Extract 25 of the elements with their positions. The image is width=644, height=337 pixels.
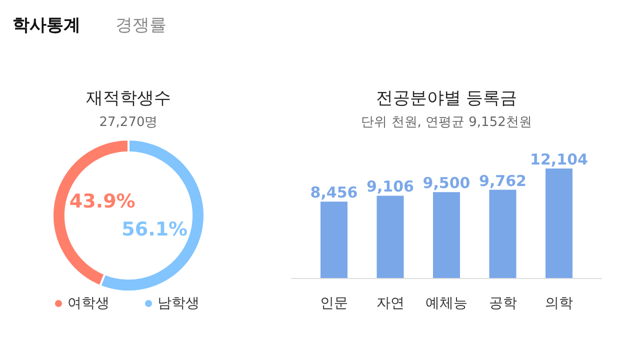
data-label: 9,500 xyxy=(422,174,470,192)
x-tick-label: 공학 xyxy=(488,296,517,312)
x-tick-label: 의학 xyxy=(545,296,573,312)
bar xyxy=(546,168,572,278)
data-label: 12,104 xyxy=(530,150,588,168)
data-label: 8,456 xyxy=(310,184,358,202)
bar xyxy=(433,192,460,278)
legend-label: 여학생 xyxy=(68,296,110,312)
data-label: 9,106 xyxy=(366,178,414,196)
data-label: 9,762 xyxy=(479,172,526,190)
bar xyxy=(489,190,516,278)
chart-subtitle: 단위 천원, 연평균 9,152천원 xyxy=(361,115,532,130)
bar xyxy=(320,202,348,278)
text: 학사통계 xyxy=(12,16,80,36)
legend-label: 남학생 xyxy=(158,296,200,312)
x-tick-label: 자연 xyxy=(376,296,404,312)
chart-title: 재적학생수 xyxy=(86,88,171,108)
data-label: 56.1% xyxy=(122,218,188,240)
x-tick-label: 인문 xyxy=(320,296,348,312)
bar xyxy=(376,196,404,278)
x-tick-label: 예체능 xyxy=(426,296,468,312)
text: 경쟁률 xyxy=(116,16,166,36)
chart-title: 전공분야별 등록금 xyxy=(376,88,518,108)
data-label: 43.9% xyxy=(69,190,136,212)
chart-subtitle: 27,270명 xyxy=(99,115,158,130)
